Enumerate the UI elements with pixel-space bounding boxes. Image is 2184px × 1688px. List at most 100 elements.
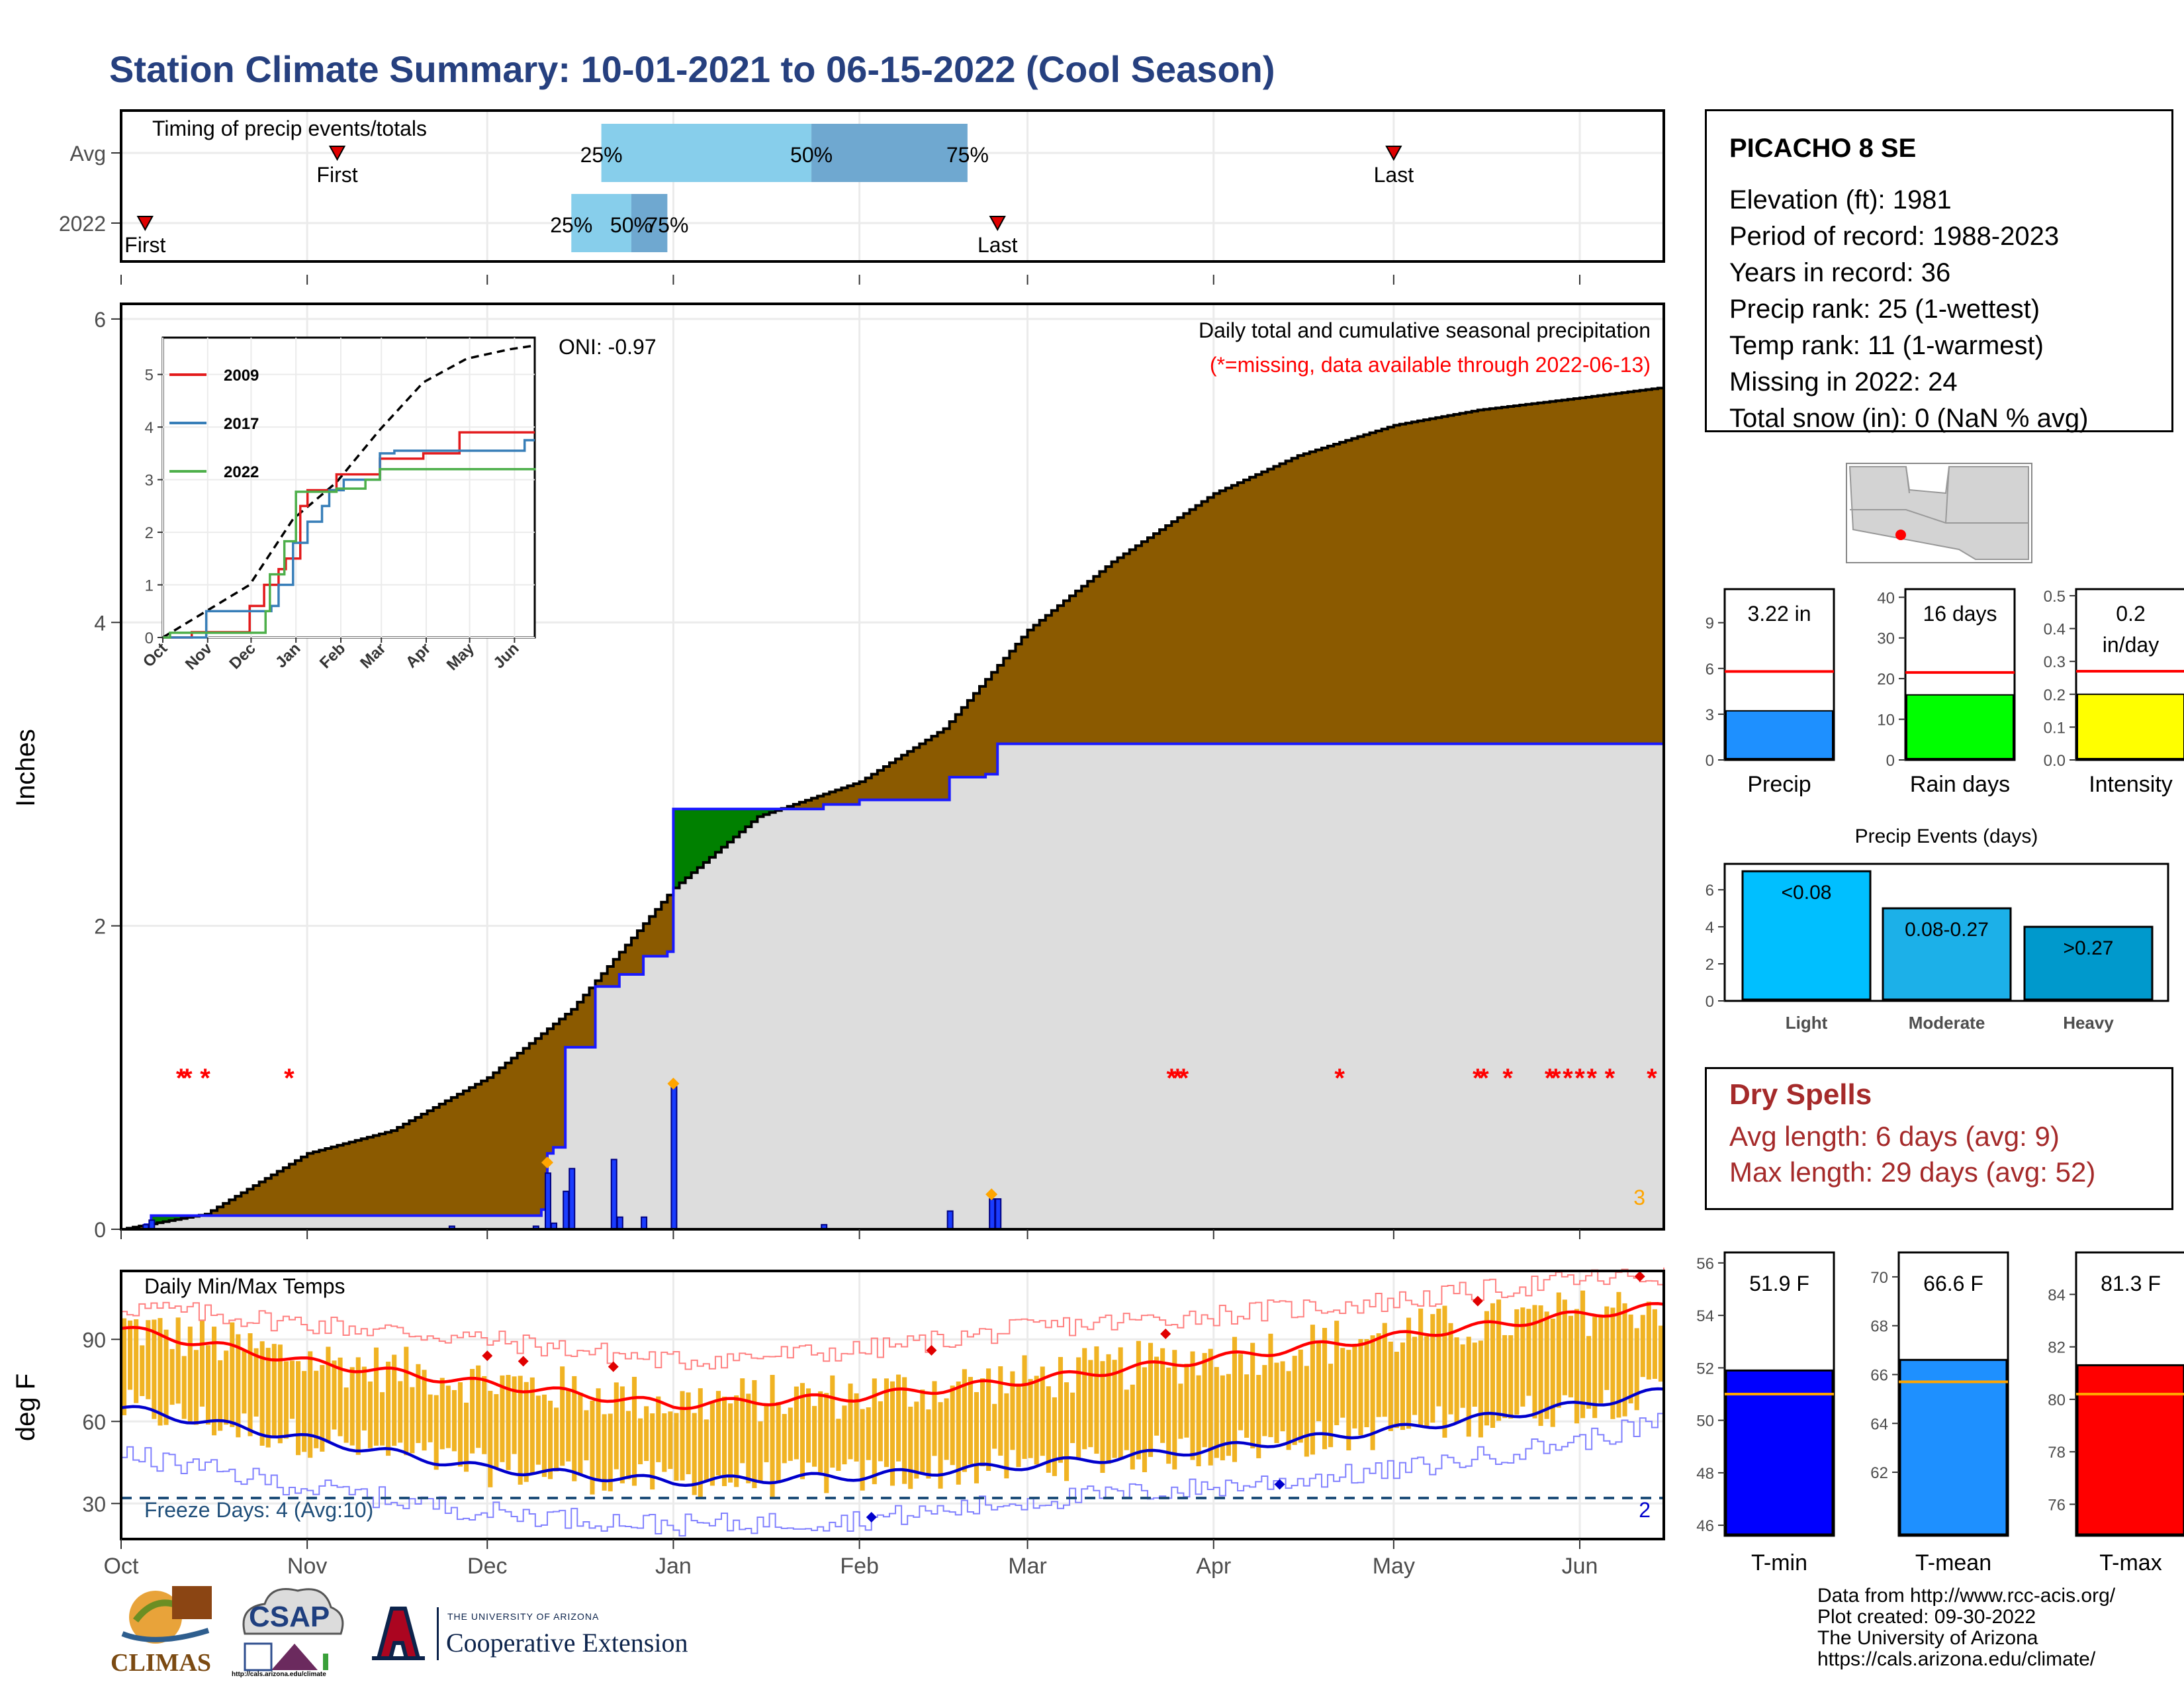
daily-temp-bar — [1646, 1301, 1651, 1380]
daily-temp-bar — [1226, 1374, 1231, 1456]
daily-temp-bar — [698, 1388, 703, 1499]
inset-y-tick-label: 5 — [145, 367, 154, 385]
daily-temp-bar — [1424, 1336, 1430, 1429]
daily-temp-bar — [482, 1376, 487, 1454]
record-low-marker — [866, 1511, 877, 1523]
daily-temp-bar — [158, 1318, 163, 1426]
daily-precip-bar — [563, 1190, 570, 1231]
daily-temp-bar — [535, 1395, 541, 1465]
temp-x-tick-label: Mar — [1008, 1554, 1047, 1579]
temp-x-tick-label: Nov — [287, 1554, 327, 1579]
daily-temp-bar — [193, 1350, 199, 1425]
daily-temp-bar — [1058, 1356, 1063, 1463]
daily-temp-bar — [872, 1378, 877, 1485]
daily-temp-bar — [1244, 1374, 1250, 1438]
daily-temp-bar — [1622, 1303, 1627, 1417]
daily-temp-bar — [1022, 1355, 1027, 1459]
daily-temp-bar — [590, 1400, 595, 1495]
precip-y-tick-label: 6 — [94, 308, 106, 332]
daily-temp-bar — [992, 1403, 997, 1449]
daily-temp-bar — [1610, 1307, 1615, 1419]
temp-y-tick-label: 90 — [82, 1328, 106, 1352]
daily-temp-bar — [308, 1351, 313, 1458]
station-snow: Total snow (in): 0 (NaN % avg) — [1729, 404, 2089, 433]
footer-plot-created: Plot created: 09-30-2022 — [1817, 1606, 2036, 1628]
daily-temp-bar — [199, 1319, 205, 1407]
daily-temp-bar — [1400, 1342, 1405, 1430]
precip-summary-y-tick-label: 10 — [1877, 712, 1895, 729]
precip-summary-y-tick-label: 0.5 — [2044, 588, 2066, 606]
daily-temp-bar — [1652, 1309, 1657, 1379]
daily-temp-bar — [1088, 1360, 1093, 1448]
daily-temp-bar — [152, 1319, 157, 1419]
daily-temp-bar — [962, 1369, 967, 1472]
daily-temp-bar — [1484, 1311, 1489, 1426]
temp-summary-bar — [2076, 1364, 2184, 1536]
daily-temp-bar — [422, 1370, 427, 1451]
daily-temp-bar — [1106, 1354, 1111, 1464]
daily-temp-bar — [1082, 1348, 1087, 1450]
daily-temp-bar — [265, 1348, 271, 1448]
daily-temp-bar — [1406, 1317, 1412, 1429]
daily-temp-bar — [1136, 1340, 1141, 1460]
timing-50-label: 50% — [610, 213, 653, 237]
events-bar-label: 0.08-0.27 — [1905, 919, 1989, 941]
daily-temp-bar — [914, 1401, 919, 1479]
missing-data-marker: * — [1166, 1064, 1177, 1093]
daily-temp-bar — [1196, 1375, 1201, 1467]
timing-event-label: Last — [978, 233, 1018, 257]
daily-temp-bar — [614, 1382, 619, 1470]
daily-temp-bar — [1550, 1318, 1555, 1427]
inset-y-tick-label: 2 — [145, 524, 154, 542]
daily-temp-bar — [1052, 1397, 1057, 1476]
daily-temp-bar — [205, 1345, 211, 1425]
inset-y-tick-label: 1 — [145, 577, 154, 595]
missing-data-marker: * — [1173, 1064, 1183, 1093]
daily-temp-bar — [242, 1350, 247, 1414]
daily-temp-bar — [1034, 1376, 1039, 1465]
precip-summary-bar — [1906, 694, 2014, 759]
temp-x-tick-label: May — [1373, 1554, 1415, 1579]
daily-temp-bar — [625, 1411, 631, 1479]
daily-temp-bar — [1070, 1392, 1075, 1444]
precip-summary-y-tick-label: 3 — [1706, 706, 1714, 724]
missing-data-marker: * — [1563, 1064, 1573, 1093]
temp-y-axis-label: deg F — [11, 1374, 40, 1441]
temp-summary-y-tick-label: 62 — [1870, 1464, 1888, 1482]
daily-temp-bar — [824, 1393, 829, 1493]
daily-temp-bar — [1256, 1375, 1261, 1458]
daily-temp-bar — [1472, 1342, 1477, 1407]
daily-temp-bar — [1538, 1305, 1543, 1427]
daily-temp-bar — [1172, 1350, 1177, 1470]
precip-summary-y-tick-label: 0 — [1706, 752, 1714, 770]
csap-logo-mark — [242, 1588, 344, 1671]
missing-note: (*=missing, data available through 2022-… — [1210, 353, 1651, 377]
daily-temp-bar — [218, 1360, 223, 1431]
events-category-label: Light — [1786, 1013, 1828, 1033]
daily-temp-bar — [494, 1394, 499, 1468]
daily-temp-bar — [944, 1398, 949, 1460]
timing-25-label: 25% — [580, 143, 623, 167]
dry-spells-title: Dry Spells — [1729, 1078, 1872, 1111]
timing-event-label: First — [124, 233, 165, 257]
daily-temp-bar — [488, 1391, 493, 1487]
daily-temp-bar — [1118, 1347, 1123, 1459]
daily-temp-bar — [1430, 1314, 1435, 1423]
daily-temp-bar — [296, 1361, 301, 1456]
precip-summary-value: 16 days — [1923, 602, 1997, 626]
csap-logo-url: http://cals.arizona.edu/climate — [232, 1671, 326, 1678]
daily-temp-bar — [1442, 1305, 1447, 1438]
record-high-marker — [1472, 1295, 1483, 1307]
daily-temp-bar — [956, 1381, 961, 1485]
precip-summary-value-unit: in/day — [2103, 633, 2159, 657]
daily-temp-bar — [1634, 1328, 1639, 1411]
temp-summary-label: T-mean — [1915, 1550, 1991, 1575]
temp-summary-y-tick-label: 52 — [1696, 1360, 1714, 1378]
daily-temp-bar — [457, 1382, 463, 1467]
daily-temp-bar — [326, 1346, 331, 1443]
daily-temp-bar — [506, 1375, 511, 1470]
daily-temp-bar — [860, 1409, 865, 1491]
daily-temp-bar — [1478, 1340, 1483, 1438]
daily-temp-bar — [740, 1378, 745, 1464]
daily-temp-bar — [1514, 1309, 1520, 1415]
